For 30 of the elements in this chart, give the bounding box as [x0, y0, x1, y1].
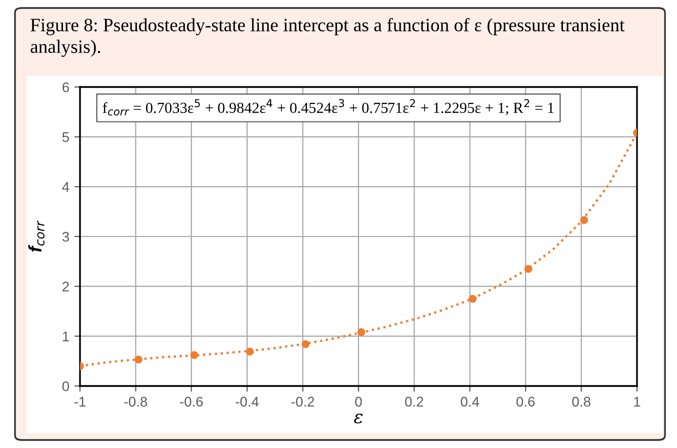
x-tick-label: 0.8 [572, 396, 590, 407]
y-tick-label: 2 [62, 282, 69, 292]
text: f$_{corr}$ = 0.7033ε$^{5}$ + 0.9842ε$^{4}$ + 0.4524ε$^{3}$ + 0.7571ε$^{2}$ + 1.2295ε + 1; R$^{2}$ = 1 [102, 99, 554, 116]
y-tick-label: 5 [62, 132, 69, 142]
x-tick-label: -0.6 [180, 396, 203, 407]
point [134, 356, 142, 364]
x-tick-label: 0.6 [516, 396, 535, 407]
point [580, 216, 588, 224]
y-tick-label: 4 [62, 182, 70, 192]
point [302, 340, 310, 348]
chart-title: Figure 8: Pseudosteady-state line intercept as a function of ε (pressure transient analysis). [30, 18, 625, 57]
y-tick-label: 3 [62, 232, 69, 242]
x-tick-label: 0 [355, 396, 362, 407]
point [524, 264, 532, 273]
y-axis-title: f$_{corr}$ [28, 220, 44, 252]
x-tick-label: 1 [634, 396, 640, 406]
y-tick-label: 6 [62, 82, 69, 92]
x-axis-title: ε [354, 414, 363, 424]
x-tick-label: 0.2 [405, 396, 424, 407]
x-tick-label: -1 [74, 396, 86, 406]
y-tick-label: 1 [62, 332, 69, 342]
y-tick-label: 0 [62, 381, 70, 392]
point [468, 294, 477, 303]
x-tick-label: -0.8 [124, 396, 148, 407]
x-tick-label: 0.4 [460, 396, 480, 407]
point [190, 351, 198, 360]
x-tick-label: -0.2 [291, 396, 314, 407]
point [246, 348, 254, 356]
x-tick-label: -0.4 [236, 396, 259, 407]
point [357, 328, 366, 336]
